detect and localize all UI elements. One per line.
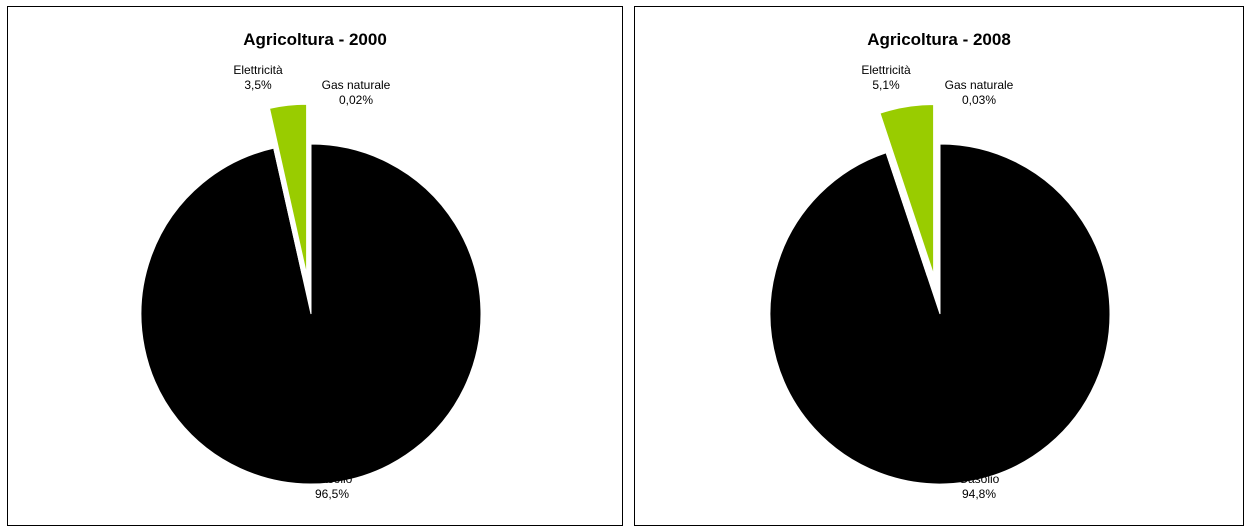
chart-title: Agricoltura - 2008 xyxy=(867,30,1011,49)
data-label-gas-naturale: Gas naturale 0,03% xyxy=(945,78,1014,107)
data-label-gasolio: Gasolio 94,8% xyxy=(959,472,1000,501)
pie-chart-2008: Gasolio 94,8% Gas naturale 0,03% Elettricità… xyxy=(769,63,1111,501)
chart-panel-2008: Agricoltura - 2008 Gasolio 94,8% Gas natur… xyxy=(634,6,1244,526)
pie-slice-gasolio xyxy=(769,143,1111,485)
pie-slice-elettricita xyxy=(879,104,935,275)
data-label-elettricita: Elettricità 3,5% xyxy=(233,63,283,92)
chart-panel-2000: Agricoltura - 2000 Gasolio 96,5% Gas natur… xyxy=(7,6,623,526)
pie-slice-elettricita xyxy=(268,103,308,275)
pie-slice-gas-naturale xyxy=(872,114,928,277)
pie-chart-2000: Gasolio 96,5% Gas naturale 0,02% Elettricità… xyxy=(140,63,482,501)
pie-slice-gas-naturale xyxy=(264,108,303,276)
data-label-gasolio: Gasolio 96,5% xyxy=(312,472,353,501)
data-label-gas-naturale: Gas naturale 0,02% xyxy=(322,78,391,107)
pie-slice-gasolio xyxy=(140,143,482,485)
data-label-elettricita: Elettricità 5,1% xyxy=(861,63,911,92)
chart-title: Agricoltura - 2000 xyxy=(243,30,387,49)
